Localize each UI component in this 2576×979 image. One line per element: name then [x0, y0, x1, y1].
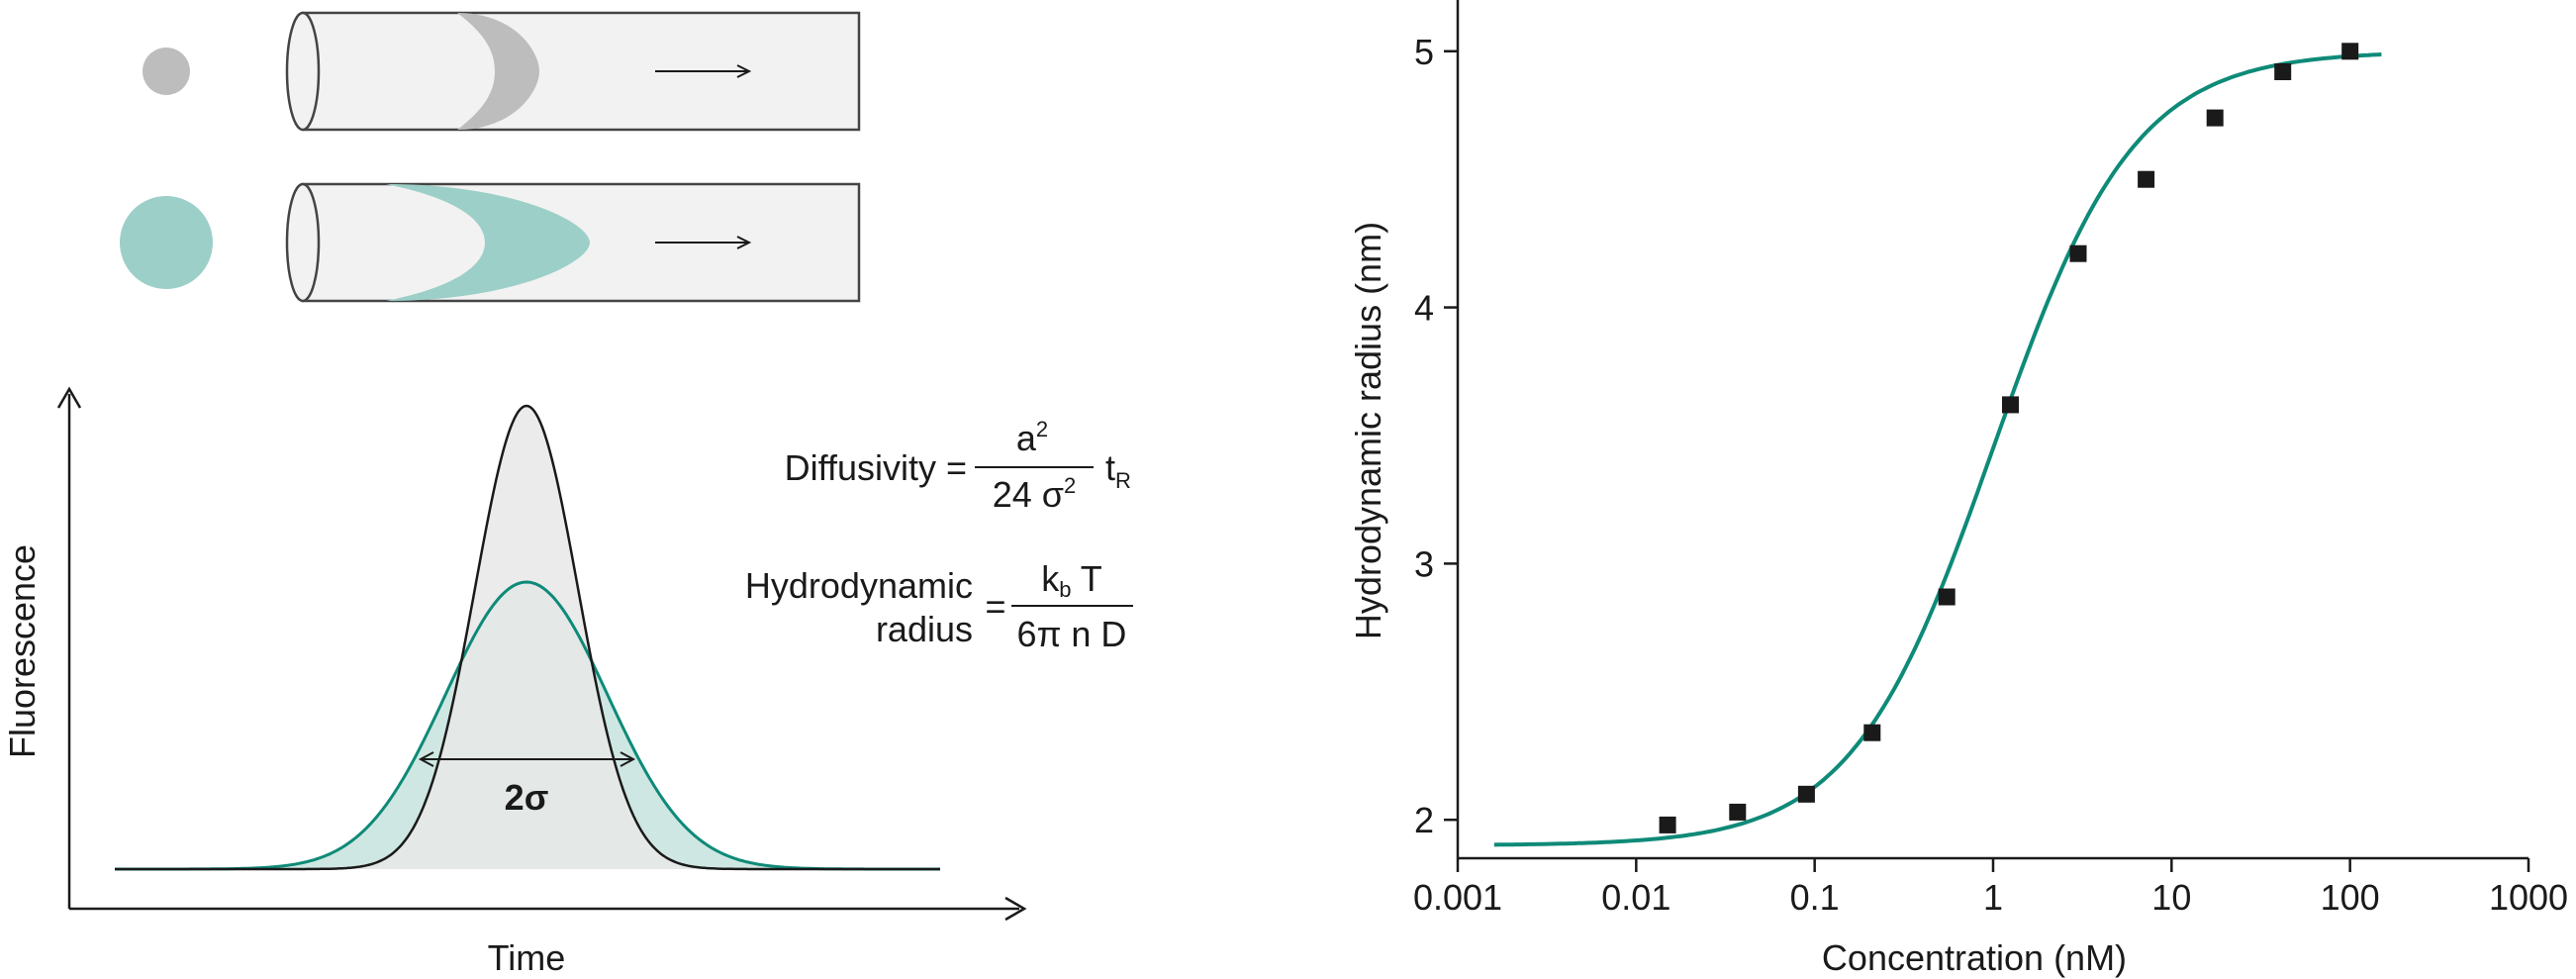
y-axis-arrow-icon	[56, 386, 82, 409]
y-tick-label: 4	[1414, 288, 1434, 329]
schematic-x-label: Time	[488, 937, 566, 978]
data-point	[1659, 816, 1676, 833]
radius-lhs-line2: radius	[876, 609, 973, 649]
small-plug-band	[457, 13, 539, 130]
chart-x-label: Concentration (nM)	[1822, 937, 2127, 978]
data-point	[2274, 63, 2292, 80]
x-tick-label: 0.01	[1601, 877, 1670, 918]
data-point	[1729, 803, 1747, 821]
data-point	[1797, 785, 1815, 803]
x-tick-label: 10	[2151, 877, 2191, 918]
fit-curve	[1493, 52, 2382, 847]
chart-y-label: Hydrodynamic radius (nm)	[1348, 222, 1388, 639]
width-marker-right-arrow-icon	[620, 751, 636, 767]
diffusivity-factor: tR	[1105, 447, 1131, 493]
radius-denominator: 6π n D	[1017, 614, 1127, 654]
x-tick-label: 100	[2321, 877, 2380, 918]
diffusivity-lhs: Diffusivity =	[785, 447, 967, 488]
radius-numerator: kb T	[1041, 558, 1102, 602]
small-particle-icon	[143, 48, 190, 95]
chart-x-ticks: 0.001 0.01 0.1 1 10 100 1000	[1413, 858, 2568, 918]
x-axis-arrow-icon	[1004, 896, 1027, 922]
taylorgram: 2σ Time Fluorescence	[2, 386, 1027, 978]
width-marker-left-arrow-icon	[418, 751, 434, 767]
capillary-tube-large	[285, 182, 861, 303]
diffusivity-numerator: a2	[1016, 417, 1048, 458]
data-points	[1659, 43, 2359, 833]
data-point	[2138, 170, 2155, 188]
x-tick-label: 0.1	[1790, 877, 1840, 918]
narrow-peak-curve	[115, 404, 940, 871]
data-point	[1938, 588, 1956, 606]
capillary-tube-small	[285, 11, 861, 132]
radius-equals: =	[985, 586, 1005, 627]
x-tick-label: 1	[1983, 877, 2003, 918]
large-plug-band	[386, 184, 590, 301]
width-label: 2σ	[505, 777, 549, 818]
data-point	[1863, 724, 1881, 741]
data-point	[2069, 245, 2087, 262]
radius-formula: Hydrodynamic radius = kb T 6π n D	[745, 558, 1133, 654]
schematic-top	[143, 11, 861, 132]
x-tick-label: 1000	[2489, 877, 2568, 918]
data-point	[2206, 109, 2224, 127]
y-tick-label: 5	[1414, 32, 1434, 72]
data-point	[2341, 43, 2359, 60]
schematic-y-label: Fluorescence	[2, 544, 43, 758]
binding-curve-chart: 0.001 0.01 0.1 1 10 100 1000 2 3 4 5 Concentratio…	[1348, 0, 2568, 978]
chart-y-ticks: 2 3 4 5	[1414, 32, 1458, 840]
y-tick-label: 2	[1414, 800, 1434, 840]
schematic-bottom	[120, 182, 861, 303]
x-tick-label: 0.001	[1413, 877, 1502, 918]
narrow-peak-area	[336, 406, 716, 869]
radius-lhs-line1: Hydrodynamic	[745, 565, 973, 606]
diffusivity-formula: Diffusivity = a2 24 σ2 tR	[785, 417, 1131, 515]
diffusivity-denominator: 24 σ2	[993, 473, 1077, 515]
y-tick-label: 3	[1414, 543, 1434, 584]
data-point	[2002, 396, 2019, 414]
large-particle-icon	[120, 196, 213, 289]
